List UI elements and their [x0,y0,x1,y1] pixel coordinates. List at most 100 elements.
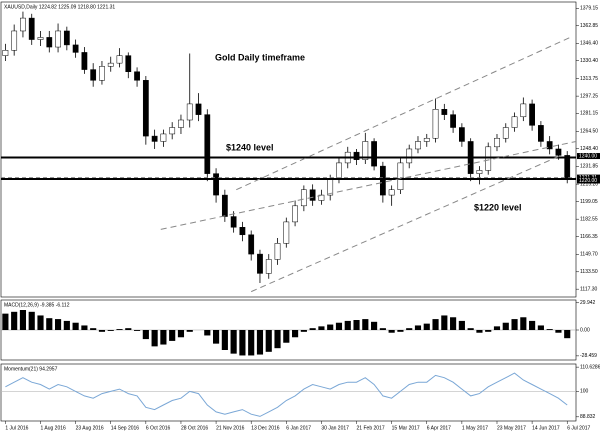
macd-bar [239,330,246,356]
x-tick-label: 30 Jan 2017 [321,425,349,431]
macd-bar [90,328,97,330]
macd-bar [344,320,351,330]
candle-body [494,137,500,148]
y-tick-label: 1297.25 [580,93,598,99]
candle-body [450,114,456,128]
level-tag [577,177,600,184]
macd-bar [72,322,79,330]
macd-bar [406,328,413,330]
y-tick-label: 29.942 [580,300,596,306]
y-tick-label: -28.459 [580,353,597,359]
macd-bar [300,330,307,332]
candle-body [239,227,246,236]
macd-bar [485,330,492,332]
macd-bar [221,330,228,350]
x-tick-label: 23 May 2017 [497,425,526,431]
x-tick-label: 6 Apr 2017 [427,425,451,431]
macd-bar [265,330,272,352]
candle-body [55,30,61,48]
macd-bar [177,330,185,338]
macd-bar [379,328,386,330]
macd-bar [28,311,35,330]
macd-bar [133,330,141,331]
macd-bar [335,322,343,330]
macd-bar [256,330,264,355]
trendline [250,156,559,293]
x-tick-label: 1 Aug 2016 [41,425,67,431]
macd-bar [388,330,395,333]
candle-body [178,119,184,128]
macd-bar [529,320,536,330]
macd-bar [19,310,27,330]
y-tick-label: 1313.75 [580,76,598,82]
macd-bar [204,330,211,336]
candle-body [529,103,535,126]
macd-bar [450,317,457,330]
x-tick-label: 6 Jan 2017 [286,425,311,431]
candle-body [397,162,404,190]
y-tick-label: 1231.85 [580,164,598,170]
macd-bar [230,330,237,354]
x-tick-label: 21 Feb 2017 [357,425,385,431]
y-tick-label: 0.00 [580,327,590,333]
macd-bar [98,330,106,332]
macd-bar [555,330,562,333]
x-tick-label: 14 Jun 2017 [532,425,560,431]
candle-body [485,146,492,171]
candle-body [195,103,202,115]
momentum-line [5,372,568,417]
candle-body [28,17,35,40]
candle-body [46,37,53,48]
macd-bar [353,320,360,330]
candle-body [432,109,439,139]
macd-bar [564,330,571,339]
candle-body [81,52,88,70]
candle-body [379,165,386,196]
candle-body [564,155,571,179]
candle-body [230,216,237,228]
candle-body [151,135,158,142]
macd-bar [283,330,290,343]
macd-bar [546,329,553,330]
candle-body [248,234,255,255]
macd-bar [423,323,430,330]
macd-bar [186,330,193,332]
x-tick-label: 21 Nov 2016 [216,425,245,431]
macd-bar [63,320,70,330]
candle-body [371,141,377,167]
candle-body [274,243,281,260]
annotation: Gold Daily timeframe [215,52,305,62]
y-tick-label: 88.832 [580,414,596,420]
candle-body [502,127,509,139]
y-tick-label: 1379.15 [580,6,598,12]
macd-bar [274,330,281,349]
macd-bar [520,317,527,330]
macd-bar [142,330,149,340]
panel-title: MACD(12,26,9) -9.385 -6.112 [4,302,70,308]
candle-body [388,189,395,196]
candle-body [406,148,413,164]
macd-bar [476,330,483,333]
candle-body [415,141,421,150]
macd-bar [327,324,334,330]
candle-body [441,109,448,115]
y-tick-label: 1149.70 [580,252,598,258]
macd-bar [2,313,9,330]
trendline [236,35,573,191]
candle-body [90,69,97,81]
candle-body [538,125,544,142]
macd-bar [46,318,53,330]
candle-body [336,162,342,180]
candle-body [265,259,272,274]
candle-body [63,30,70,46]
candle-body [520,103,527,118]
macd-bar [414,325,422,330]
candle-body [213,173,219,196]
candle-body [186,103,193,121]
x-tick-label: 1 May 2017 [462,425,488,431]
x-tick-label: 1 Jul 2016 [5,425,28,431]
macd-bar [125,328,132,330]
panel-title: XAUUSD,Daily 1224.82 1225.09 1218.80 122… [4,4,115,10]
panel-frame [0,1,577,298]
